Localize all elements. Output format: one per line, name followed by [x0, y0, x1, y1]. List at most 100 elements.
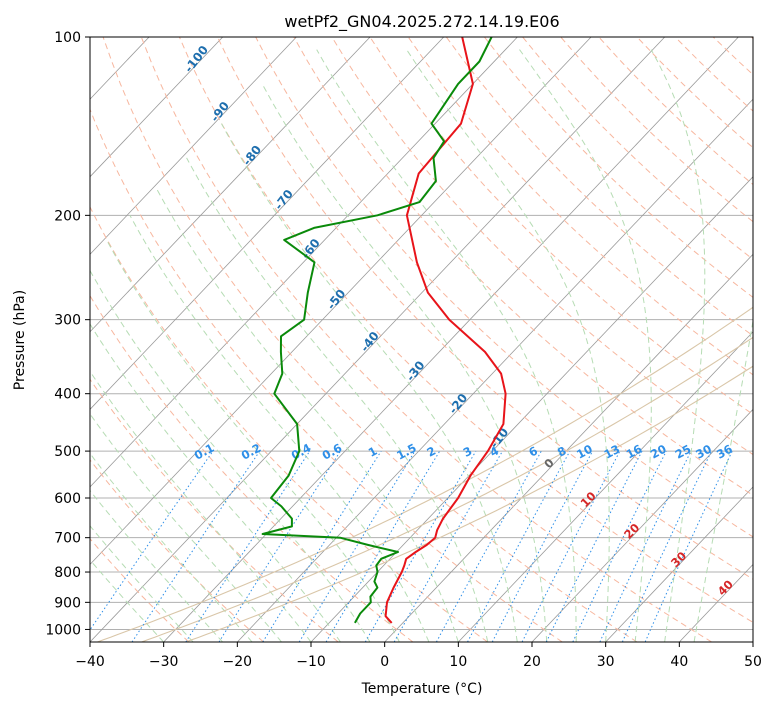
- dry-adiabat-line: [140, 37, 712, 642]
- dry-adiabat-line: [293, 37, 753, 496]
- dewpoint-profile-line: [261, 37, 493, 624]
- mixing-ratio-line: [218, 450, 341, 642]
- moist-adiabat-label: 40: [715, 577, 736, 598]
- dry-adiabat-line: [90, 537, 190, 642]
- isotherm-line: [752, 641, 753, 642]
- dry-adiabat-line: [217, 37, 753, 580]
- isotherm-line: [0, 37, 2, 642]
- y-tick-label: 1000: [45, 622, 81, 638]
- isotherm-line: [90, 37, 592, 566]
- moist-adiabat-line: [106, 239, 400, 642]
- y-tick-label: 200: [54, 208, 81, 224]
- isotherm-line: [605, 486, 753, 642]
- mixing-ratio-label: 10: [574, 442, 595, 462]
- isotherm-line: [679, 563, 753, 642]
- dry-adiabat-line: [178, 37, 753, 623]
- dry-adiabat-line: [255, 37, 753, 538]
- x-tick-label: −30: [149, 654, 179, 670]
- x-tick-label: −40: [75, 654, 105, 670]
- x-tick-label: −10: [296, 654, 326, 670]
- isotherm-line: [90, 37, 297, 255]
- y-tick-label: 500: [54, 444, 81, 460]
- mixing-ratio-label: 6: [526, 444, 540, 460]
- isotherm-line: [90, 37, 518, 488]
- mixing-ratio-label: 16: [624, 442, 645, 462]
- mixing-ratio-label: 36: [714, 442, 735, 462]
- dry-adiabat-line: [90, 205, 488, 642]
- isotherm-line: [531, 408, 753, 642]
- mixing-ratio-label: 0.6: [320, 441, 345, 463]
- y-tick-label: 400: [54, 387, 81, 403]
- dry-adiabat-label: -60: [298, 236, 322, 262]
- moist-adiabat-line: [406, 49, 610, 642]
- mixing-ratio-line: [467, 450, 571, 642]
- moist-adiabat-label: 30: [668, 549, 689, 570]
- y-tick-label: 300: [54, 313, 81, 329]
- mixing-ratio-line: [90, 450, 214, 631]
- mixing-ratio-line: [185, 450, 311, 642]
- x-tick-label: −20: [223, 654, 253, 670]
- y-tick-label: 900: [54, 595, 81, 611]
- dry-adiabat-line: [102, 37, 638, 642]
- x-tick-label: 50: [744, 654, 762, 670]
- dry-adiabat-line: [751, 37, 753, 40]
- isotherm-line: [90, 37, 224, 178]
- moist-adiabat-line: [90, 323, 341, 642]
- moist-adiabat-line: [186, 157, 489, 642]
- moist-adiabat-line: [261, 83, 548, 642]
- auxiliary-curve: [97, 306, 753, 642]
- mixing-ratio-label: 8: [555, 444, 569, 460]
- mixing-ratio-label: 13: [602, 442, 623, 462]
- mixing-ratio-line: [435, 450, 542, 642]
- dry-adiabat-line: [484, 37, 753, 298]
- y-tick-label: 100: [54, 30, 81, 46]
- mixing-ratio-label: 0.1: [192, 441, 217, 463]
- mixing-ratio-label: 1.5: [394, 441, 419, 463]
- background-lines: [0, 37, 753, 642]
- plot-frame: [89, 36, 754, 643]
- moist-adiabat-line: [90, 489, 223, 642]
- dry-adiabat-label: -80: [240, 143, 264, 169]
- mixing-ratio-line: [131, 450, 261, 642]
- moist-adiabat-line: [90, 370, 312, 642]
- moist-adiabat-line: [316, 49, 577, 642]
- auxiliary-curve: [141, 336, 753, 642]
- x-tick-label: 10: [449, 654, 467, 670]
- isotherm-line: [90, 37, 445, 410]
- moist-adiabat-line: [90, 413, 282, 642]
- mixing-ratio-line: [298, 450, 416, 642]
- mixing-ratio-label: 2: [424, 444, 438, 460]
- mixing-ratio-label: 0.4: [289, 441, 314, 463]
- temperature-profile-line: [384, 37, 507, 624]
- mixing-ratio-line: [599, 450, 692, 642]
- isotherm-line: [237, 98, 753, 642]
- mixing-ratio-line: [393, 450, 503, 642]
- moist-adiabat-label: 10: [578, 489, 599, 510]
- axis-ticks: −40 −30 −20 −10 0 10 20 30 40 50 1000 900 800 700 600 5…: [45, 30, 762, 670]
- moist-adiabat-line: [129, 215, 430, 642]
- isotherm-line: [90, 37, 666, 642]
- mixing-ratio-label: 20: [648, 442, 669, 462]
- isotherm-line: [384, 253, 753, 642]
- dry-adiabat-line: [598, 37, 753, 186]
- dry-adiabat-line: [674, 37, 753, 112]
- y-tick-label: 700: [54, 531, 81, 547]
- dry-adiabat-line: [90, 108, 563, 642]
- chart-title: wetPf2_GN04.2025.272.14.19.E06: [284, 12, 559, 32]
- y-axis-label: Pressure (hPa): [12, 290, 28, 390]
- mixing-ratio-line: [262, 450, 382, 642]
- isotherm-line: [458, 331, 753, 642]
- moist-adiabat-line: [650, 49, 706, 642]
- data-series: [261, 37, 507, 624]
- dry-adiabat-line: [331, 37, 753, 456]
- x-tick-label: 30: [597, 654, 615, 670]
- mixing-ratio-line: [572, 450, 667, 642]
- dry-adiabat-label: -90: [208, 99, 232, 125]
- isotherm-line: [90, 37, 371, 333]
- dry-adiabat-label: -20: [446, 391, 470, 417]
- dry-adiabat-label: -100: [182, 43, 212, 75]
- y-tick-label: 600: [54, 491, 81, 507]
- x-tick-label: 20: [523, 654, 541, 670]
- dry-adiabat-line: [407, 37, 753, 376]
